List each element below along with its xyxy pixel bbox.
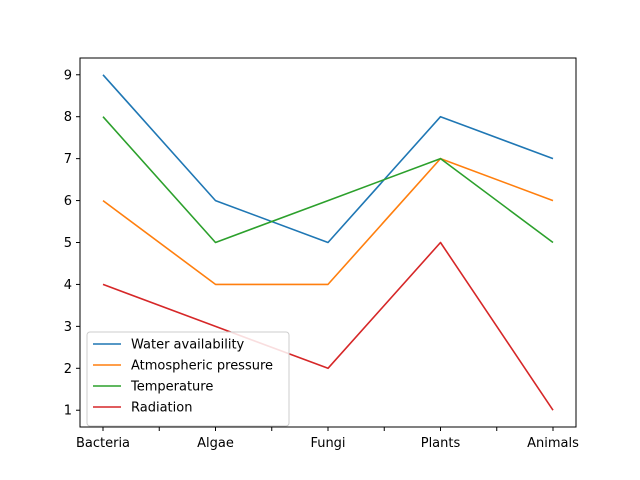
series-layer (102, 74, 554, 411)
y-tick-label-7: 8 (64, 110, 72, 125)
legend-label-3: Radiation (131, 401, 192, 416)
legend-box (86, 331, 290, 427)
x-tick-label-8: Animals (527, 436, 579, 451)
y-tick-label-4: 5 (64, 236, 72, 251)
y-tick-label-6: 7 (64, 152, 72, 167)
x-tick-label-6: Plants (421, 436, 461, 451)
legend-label-2: Temperature (130, 380, 213, 395)
x-tick-label-4: Fungi (310, 436, 345, 451)
y-tick-label-2: 3 (64, 320, 72, 335)
y-tick-label-5: 6 (64, 194, 72, 209)
legend-label-1: Atmospheric pressure (131, 359, 273, 374)
series-line-1 (102, 157, 554, 286)
y-tick-label-1: 2 (64, 362, 72, 377)
y-tick-label-0: 1 (64, 404, 72, 419)
x-tick-label-2: Algae (197, 436, 234, 451)
x-tick-label-0: Bacteria (76, 436, 130, 451)
y-tick-label-8: 9 (64, 68, 72, 83)
axes: 1 2 3 4 5 6 7 8 9 Bacteria Algae Fungi Plants Animals (64, 57, 579, 451)
legend: Water availability Atmospheric pressure Te… (86, 331, 290, 427)
series-line-2 (102, 116, 554, 244)
legend-label-0: Water availability (131, 338, 245, 353)
y-tick-label-3: 4 (64, 278, 72, 293)
